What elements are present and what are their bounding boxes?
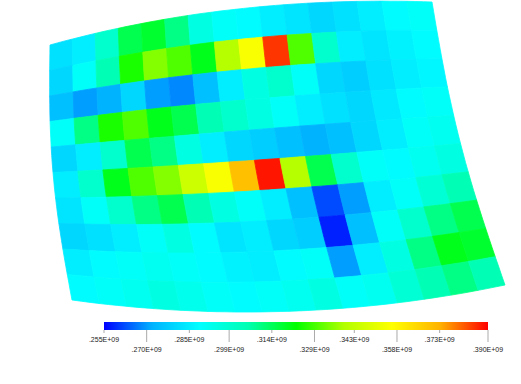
cell [96, 56, 121, 88]
cell [119, 52, 144, 84]
color-tick-label: .255E+09 [89, 336, 119, 343]
color-tick [354, 330, 355, 333]
cell [59, 224, 89, 251]
color-tick [189, 330, 190, 333]
cell [312, 32, 341, 64]
cell [171, 104, 199, 136]
cell [73, 88, 98, 118]
cell [50, 65, 73, 96]
cell [73, 61, 97, 92]
color-tick-label: .299E+09 [214, 346, 244, 353]
cell [284, 3, 312, 35]
color-tick [146, 330, 147, 342]
cell [167, 45, 193, 77]
color-tick-label: .373E+09 [425, 336, 455, 343]
cell [190, 42, 217, 75]
cell [287, 34, 316, 66]
cell [442, 172, 477, 204]
cell [217, 70, 245, 102]
color-tick-label: .329E+09 [299, 346, 329, 353]
cell [332, 1, 361, 32]
cell [103, 168, 132, 197]
cell [51, 145, 78, 173]
color-tick-label: .314E+09 [257, 336, 287, 343]
cell [428, 115, 461, 146]
cell [73, 33, 96, 65]
cell [450, 200, 485, 232]
cell [122, 110, 149, 141]
cell [291, 64, 320, 96]
surface [50, 1, 505, 312]
cell [459, 228, 495, 261]
cell [121, 81, 147, 113]
cell [165, 16, 191, 49]
color-tick [396, 330, 397, 342]
cell [357, 1, 386, 31]
cell [118, 24, 143, 57]
cell [95, 28, 119, 60]
cell [336, 31, 365, 62]
color-tick [488, 330, 489, 342]
cell [81, 197, 111, 224]
cell [220, 100, 249, 132]
cell [141, 19, 166, 52]
cell [316, 62, 346, 94]
cell [188, 12, 214, 45]
cell [199, 132, 229, 164]
cell [266, 66, 295, 98]
cell [193, 72, 221, 104]
cell [150, 136, 179, 167]
cell [53, 171, 81, 198]
cell [263, 35, 291, 67]
color-tick [229, 330, 230, 342]
cell [147, 107, 175, 138]
cell [361, 31, 391, 62]
color-tick [314, 330, 315, 342]
cell [416, 59, 447, 88]
cell [212, 9, 239, 42]
cell [50, 92, 74, 122]
cell [106, 197, 136, 225]
cell [308, 2, 337, 33]
cell [153, 165, 183, 195]
cell [97, 84, 123, 115]
cell [407, 1, 437, 30]
color-tick [271, 330, 272, 333]
cell [245, 98, 274, 130]
cell [174, 134, 203, 165]
color-tick-label: .390E+09 [473, 346, 503, 353]
cell [169, 75, 196, 107]
cell [412, 30, 442, 59]
cell [145, 78, 172, 110]
color-tick-label: .343E+09 [339, 336, 369, 343]
color-tick-label: .358E+09 [382, 346, 412, 353]
cell [98, 112, 125, 142]
color-bar: .255E+09 .270E+09 .285E+09 .299E+09 .314E+09… [89, 322, 503, 353]
cell [469, 257, 506, 291]
cell [74, 115, 100, 145]
cell [435, 144, 469, 175]
cell [382, 1, 412, 30]
cell [196, 102, 225, 134]
cell [125, 138, 153, 168]
cell [100, 140, 128, 170]
cell [214, 40, 241, 73]
color-tick-label: .270E+09 [132, 346, 162, 353]
color-tick [439, 330, 440, 333]
cell [50, 118, 76, 147]
color-bar-scale [104, 322, 488, 330]
cell [236, 7, 263, 40]
cell [260, 5, 288, 37]
cell [238, 37, 266, 70]
chart: .255E+09 .270E+09 .285E+09 .299E+09 .314E+09… [0, 0, 521, 384]
cell [128, 167, 157, 197]
color-tick [104, 330, 105, 333]
cell [422, 87, 454, 117]
cell [78, 170, 107, 198]
cell [56, 198, 85, 224]
color-tick-label: .285E+09 [174, 336, 204, 343]
cell [242, 67, 271, 99]
cell [76, 143, 103, 172]
cell [143, 49, 169, 81]
